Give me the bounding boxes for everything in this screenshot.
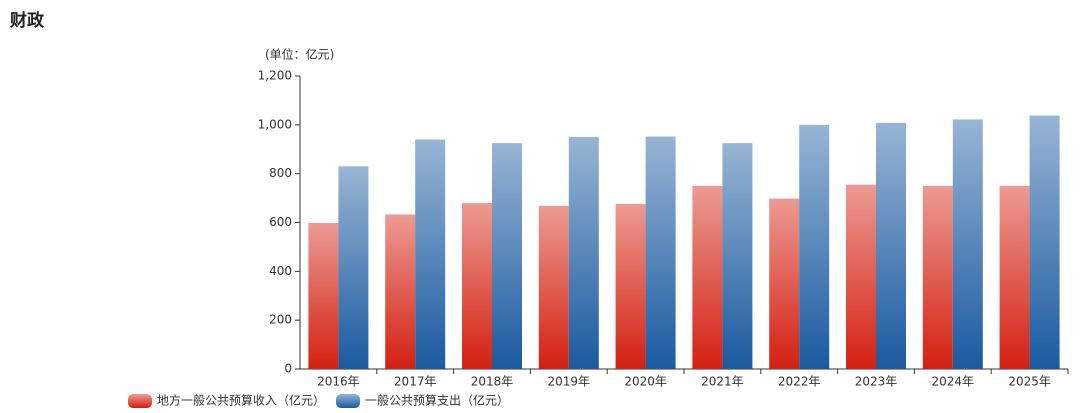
x-tick-label: 2018年 (471, 375, 514, 389)
bar (876, 122, 906, 369)
y-axis-label: (单位：亿元) (265, 47, 334, 62)
bar (952, 119, 983, 369)
bar (799, 124, 830, 369)
chart-title: 财政 (9, 10, 45, 31)
y-tick-label: 200 (269, 313, 292, 327)
x-tick-label: 2024年 (932, 375, 975, 389)
legend-swatch (128, 394, 152, 408)
bar (645, 136, 676, 369)
x-tick-label: 2016年 (317, 375, 360, 389)
x-tick-label: 2022年 (778, 375, 821, 389)
bar (338, 166, 369, 369)
x-tick-label: 2020年 (624, 375, 667, 389)
bar (769, 198, 800, 369)
y-tick-label: 600 (269, 215, 292, 229)
bar (385, 214, 416, 369)
bar (538, 205, 569, 369)
x-tick-label: 2023年 (855, 375, 898, 389)
y-tick-label: 0 (284, 362, 292, 376)
bar (692, 185, 723, 369)
legend-label: 地方一般公共预算收入（亿元） (157, 393, 325, 408)
bar (415, 139, 446, 369)
bar (999, 185, 1030, 369)
x-tick-label: 2017年 (394, 375, 437, 389)
bar (722, 143, 753, 369)
y-tick-label: 400 (269, 264, 292, 278)
bar (846, 184, 876, 369)
y-tick-label: 1,200 (258, 69, 292, 83)
legend-label: 一般公共预算支出（亿元） (365, 393, 509, 408)
bar (922, 185, 953, 369)
y-tick-label: 1,000 (258, 117, 292, 131)
legend-swatch (336, 394, 360, 408)
bar (615, 203, 646, 369)
x-tick-label: 2019年 (548, 375, 591, 389)
bar (1029, 115, 1060, 370)
bar (308, 222, 339, 369)
bar (462, 202, 492, 369)
x-tick-label: 2021年 (701, 375, 744, 389)
bar (492, 143, 522, 369)
y-tick-label: 800 (269, 166, 292, 180)
bar (568, 137, 599, 369)
x-tick-label: 2025年 (1008, 375, 1051, 389)
